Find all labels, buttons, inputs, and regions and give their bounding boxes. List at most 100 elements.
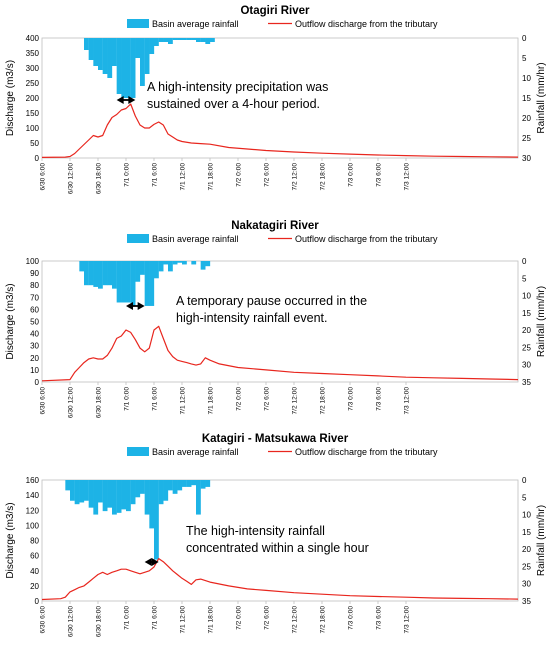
chart-title: Katagiri - Matsukawa River xyxy=(202,433,349,445)
rainfall-bar xyxy=(98,38,103,70)
x-tick-label: 7/1 6:00 xyxy=(152,163,159,187)
rainfall-bar xyxy=(205,261,211,267)
rainfall-bar xyxy=(130,480,136,505)
rainfall-bar xyxy=(84,38,89,50)
left-y-tick-label: 350 xyxy=(26,49,40,58)
rainfall-bar xyxy=(140,261,145,275)
x-tick-label: 7/3 0:00 xyxy=(348,606,355,630)
rainfall-bar xyxy=(191,261,197,265)
x-tick-label: 7/1 12:00 xyxy=(180,387,187,415)
x-tick-label: 7/1 6:00 xyxy=(152,606,159,630)
x-tick-label: 7/1 0:00 xyxy=(124,163,131,187)
x-tick-label: 7/1 18:00 xyxy=(208,606,215,634)
legend-label-rainfall: Basin average rainfall xyxy=(152,19,239,29)
left-y-tick-label: 100 xyxy=(26,257,40,266)
legend-label-discharge: Outflow discharge from the tributary xyxy=(295,447,438,457)
rainfall-bar xyxy=(116,38,122,94)
x-tick-label: 7/2 0:00 xyxy=(236,387,243,411)
right-y-tick-label: 25 xyxy=(522,562,531,571)
rainfall-bar xyxy=(163,38,169,42)
right-y-tick-label: 10 xyxy=(522,74,531,83)
discharge-line xyxy=(41,325,519,382)
left-y-tick-label: 60 xyxy=(30,552,39,561)
rainfall-bar xyxy=(168,480,173,491)
x-tick-label: 6/30 12:00 xyxy=(68,163,75,194)
x-tick-label: 7/1 12:00 xyxy=(180,606,187,634)
duration-arrow xyxy=(116,96,136,104)
rainfall-bar xyxy=(140,38,145,86)
rainfall-bar xyxy=(88,38,94,60)
right-y-tick-label: 5 xyxy=(522,54,527,63)
discharge-line xyxy=(41,557,519,601)
left-y-tick-label: 0 xyxy=(35,378,40,387)
right-y-tick-label: 0 xyxy=(522,476,527,485)
x-tick-label: 7/2 0:00 xyxy=(236,163,243,187)
rainfall-bar xyxy=(154,480,159,560)
x-tick-label: 7/2 12:00 xyxy=(292,606,299,634)
rainfall-bar xyxy=(65,480,71,491)
x-tick-label: 7/1 0:00 xyxy=(124,387,131,411)
x-tick-label: 7/2 0:00 xyxy=(236,606,243,630)
rainfall-bar xyxy=(172,261,178,265)
left-y-tick-label: 100 xyxy=(26,124,40,133)
x-tick-label: 7/3 12:00 xyxy=(404,163,411,191)
right-y-tick-label: 0 xyxy=(522,34,527,43)
left-y-tick-label: 0 xyxy=(35,597,40,606)
rainfall-bar xyxy=(177,38,183,40)
chart-title: Nakatagiri River xyxy=(231,220,319,232)
rainfall-bar xyxy=(74,480,80,505)
rainfall-bar xyxy=(200,480,206,489)
legend-label-rainfall: Basin average rainfall xyxy=(152,234,239,244)
right-y-tick-label: 25 xyxy=(522,134,531,143)
rainfall-bar xyxy=(182,480,187,487)
right-axis-label: Rainfall (mm/hr) xyxy=(536,286,547,357)
x-tick-label: 7/1 0:00 xyxy=(124,606,131,630)
rainfall-bar xyxy=(98,480,103,503)
arrow-head-left xyxy=(116,96,124,104)
x-tick-label: 7/3 6:00 xyxy=(376,606,383,630)
x-tick-label: 6/30 6:00 xyxy=(40,163,47,191)
annotation-text: high-intensity rainfall event. xyxy=(176,311,327,325)
left-y-tick-label: 200 xyxy=(26,94,40,103)
rainfall-bar xyxy=(186,38,192,40)
x-tick-label: 7/1 12:00 xyxy=(180,163,187,191)
left-y-tick-label: 90 xyxy=(30,269,39,278)
x-tick-label: 6/30 6:00 xyxy=(40,387,47,415)
rainfall-bar xyxy=(88,480,94,508)
left-y-tick-label: 400 xyxy=(26,34,40,43)
rainfall-bar xyxy=(186,480,192,487)
annotation-text: A high-intensity precipitation was xyxy=(147,80,328,94)
rainfall-bar xyxy=(196,480,201,515)
right-y-tick-label: 35 xyxy=(522,378,531,387)
x-tick-label: 7/3 0:00 xyxy=(348,387,355,411)
rainfall-bar xyxy=(84,480,89,501)
left-axis-label: Discharge (m3/s) xyxy=(5,283,16,359)
rainfall-bar xyxy=(182,38,187,40)
right-y-tick-label: 15 xyxy=(522,309,531,318)
rainfall-bar xyxy=(210,38,215,42)
left-y-tick-label: 70 xyxy=(30,293,39,302)
right-y-tick-label: 5 xyxy=(522,493,527,502)
annotation-text: The high-intensity rainfall xyxy=(186,524,325,538)
rainfall-bar xyxy=(126,38,131,98)
rainfall-bar xyxy=(163,261,169,265)
rainfall-bar xyxy=(144,38,150,74)
rainfall-bar xyxy=(121,261,127,303)
x-tick-label: 7/1 18:00 xyxy=(208,163,215,191)
chart-3: Katagiri - Matsukawa River Basin average … xyxy=(5,433,547,637)
right-y-tick-label: 0 xyxy=(522,257,527,266)
rainfall-bar xyxy=(130,261,136,306)
left-y-tick-label: 80 xyxy=(30,281,39,290)
rainfall-bar xyxy=(205,480,211,487)
rainfall-bar xyxy=(102,38,108,74)
rainfall-bar xyxy=(149,480,155,529)
rainfall-bar xyxy=(93,480,99,515)
legend-swatch-rainfall xyxy=(127,19,149,28)
plot-area xyxy=(41,479,519,602)
left-y-tick-label: 60 xyxy=(30,305,39,314)
rainfall-bar xyxy=(70,480,75,501)
x-tick-label: 7/3 12:00 xyxy=(404,606,411,634)
x-tick-label: 7/2 6:00 xyxy=(264,387,271,411)
x-tick-label: 7/2 6:00 xyxy=(264,163,271,187)
